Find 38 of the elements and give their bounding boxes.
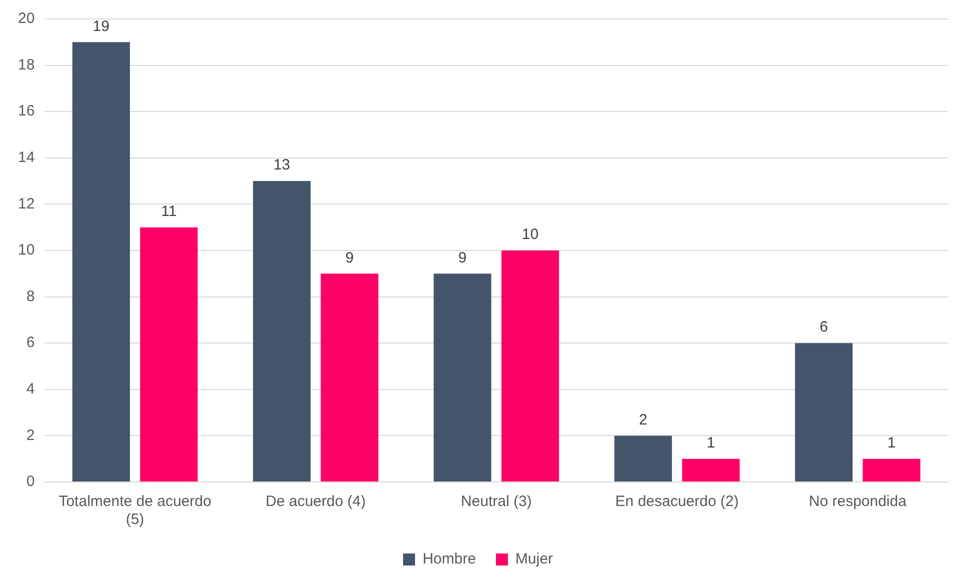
data-label: 19: [92, 18, 110, 35]
x-tick-label: Neutral (3): [460, 493, 532, 510]
data-label: 11: [161, 202, 177, 220]
x-tick-label: En desacuerdo (2): [615, 493, 739, 510]
bar: [862, 458, 920, 482]
bar: [682, 458, 740, 482]
data-label: 1: [706, 434, 716, 452]
bar: [501, 250, 560, 482]
legend-label: Mujer: [515, 550, 553, 568]
data-label: 6: [820, 318, 828, 336]
bar: [253, 181, 311, 482]
bar: [434, 274, 492, 482]
y-tick-label: 8: [26, 288, 35, 305]
x-tick-label: No respondida: [808, 493, 908, 510]
y-tick-label: 0: [26, 473, 35, 490]
bar: [140, 227, 198, 482]
y-tick-label: 14: [18, 149, 35, 166]
y-tick-label: 18: [18, 56, 35, 74]
data-label: 1: [887, 434, 896, 452]
bar: [614, 436, 672, 482]
legend-label: Hombre: [422, 550, 476, 568]
y-tick-label: 4: [26, 380, 35, 398]
data-label: 13: [273, 156, 290, 174]
bar: [320, 274, 378, 482]
bar: [72, 42, 130, 482]
x-tick-label: Totalmente de acuerdo (5): [58, 493, 212, 528]
data-label: 9: [458, 249, 467, 266]
y-tick-label: 2: [26, 426, 35, 444]
y-tick-label: 12: [18, 195, 35, 212]
data-label: 2: [638, 411, 648, 428]
bar: [795, 343, 853, 482]
y-tick-label: 16: [18, 102, 35, 120]
data-label: 9: [345, 249, 354, 266]
y-tick-label: 20: [18, 10, 35, 28]
x-tick-label: De acuerdo (4): [266, 493, 366, 510]
y-tick-label: 10: [18, 242, 35, 259]
data-label: 10: [522, 226, 539, 244]
y-tick-label: 6: [26, 334, 35, 352]
